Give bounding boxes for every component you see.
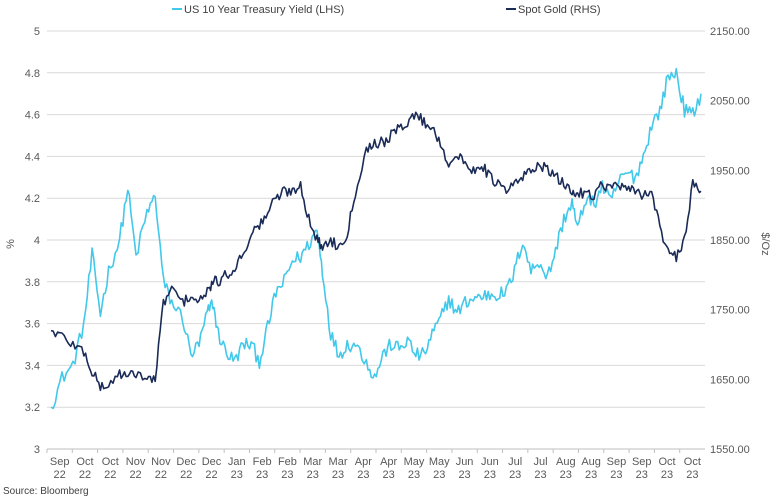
x-tick-year: 23 <box>458 469 470 481</box>
legend: US 10 Year Treasury Yield (LHS) Spot Gol… <box>172 4 601 16</box>
y-axis-right-title: $/Oz <box>759 232 770 255</box>
x-tick-year: 23 <box>585 469 597 481</box>
x-tick-year: 23 <box>484 469 496 481</box>
x-tick-year: 23 <box>231 469 243 481</box>
legend-label-gold: Spot Gold (RHS) <box>518 4 601 16</box>
y-right-tick-label: 2050.00 <box>710 96 750 108</box>
x-tick-year: 22 <box>54 469 66 481</box>
y-right-tick-label: 1950.00 <box>710 165 750 177</box>
x-tick-month: Feb <box>278 456 297 468</box>
y-axis-right: 1550.00 1650.00 1750.00 1850.00 1950.00 2050.… <box>710 26 750 456</box>
x-tick-month: Mar <box>303 456 322 468</box>
x-tick-month: Jun <box>456 456 474 468</box>
x-tick-year: 22 <box>104 469 116 481</box>
x-tick-month: Oct <box>684 456 701 468</box>
x-tick-month: Dec <box>202 456 222 468</box>
x-tick-year: 23 <box>357 469 369 481</box>
x-tick-year: 23 <box>509 469 521 481</box>
y-left-tick-label: 3 <box>34 444 40 456</box>
x-tick-year: 22 <box>79 469 91 481</box>
x-tick-month: Jan <box>228 456 246 468</box>
y-right-tick-label: 2150.00 <box>710 26 750 38</box>
x-tick-month: Aug <box>556 456 576 468</box>
y-axis-left: 3 3.2 3.4 3.6 3.8 4 4.2 4.4 4.6 4.8 5 <box>25 26 40 456</box>
x-tick-month: Oct <box>102 456 119 468</box>
x-tick-month: Apr <box>355 456 372 468</box>
y-left-tick-label: 3.8 <box>25 277 40 289</box>
y-right-tick-label: 1850.00 <box>710 235 750 247</box>
series-line-gold <box>50 111 702 392</box>
x-tick-year: 23 <box>636 469 648 481</box>
x-tick-month: Aug <box>581 456 601 468</box>
x-tick-month: May <box>404 456 425 468</box>
x-tick-year: 23 <box>332 469 344 481</box>
x-tick-month: Nov <box>151 456 171 468</box>
y-axis-left-title: % <box>5 239 17 249</box>
x-tick-month: Oct <box>76 456 93 468</box>
y-right-tick-label: 1750.00 <box>710 305 750 317</box>
x-tick-month: Dec <box>176 456 196 468</box>
x-tick-month: Nov <box>126 456 146 468</box>
x-tick-year: 23 <box>560 469 572 481</box>
x-tick-year: 23 <box>610 469 622 481</box>
series-line-yield <box>50 67 702 410</box>
x-tick-year: 23 <box>383 469 395 481</box>
series-layer <box>50 67 702 410</box>
x-tick-year: 22 <box>129 469 141 481</box>
y-left-tick-label: 3.6 <box>25 319 40 331</box>
x-tick-month: Jul <box>508 456 522 468</box>
x-tick-year: 23 <box>686 469 698 481</box>
x-tick-year: 23 <box>256 469 268 481</box>
y-left-tick-label: 5 <box>34 26 40 38</box>
x-tick-year: 23 <box>307 469 319 481</box>
y-left-tick-label: 3.4 <box>25 360 40 372</box>
x-tick-month: Jun <box>481 456 499 468</box>
x-tick-year: 23 <box>661 469 673 481</box>
x-tick-year: 23 <box>408 469 420 481</box>
y-left-tick-label: 4.8 <box>25 68 40 80</box>
y-left-tick-label: 3.2 <box>25 402 40 414</box>
legend-label-yield: US 10 Year Treasury Yield (LHS) <box>184 4 344 16</box>
x-tick-month: Oct <box>658 456 675 468</box>
x-tick-month: Sep <box>50 456 70 468</box>
x-tick-month: May <box>429 456 450 468</box>
x-tick-year: 22 <box>205 469 217 481</box>
x-tick-month: Sep <box>607 456 627 468</box>
y-left-tick-label: 4 <box>34 235 40 247</box>
y-left-tick-label: 4.6 <box>25 110 40 122</box>
x-tick-month: Jul <box>533 456 547 468</box>
x-tick-year: 22 <box>180 469 192 481</box>
x-tick-month: Sep <box>632 456 652 468</box>
x-tick-month: Feb <box>253 456 272 468</box>
y-left-tick-label: 4.4 <box>25 151 40 163</box>
x-tick-year: 23 <box>534 469 546 481</box>
y-left-tick-label: 4.2 <box>25 193 40 205</box>
y-right-tick-label: 1550.00 <box>710 444 750 456</box>
x-tick-year: 23 <box>281 469 293 481</box>
x-tick-year: 23 <box>433 469 445 481</box>
x-tick-month: Apr <box>380 456 397 468</box>
source-note: Source: Bloomberg <box>3 486 89 497</box>
y-right-tick-label: 1650.00 <box>710 374 750 386</box>
x-axis-ticks: Sep22Oct22Oct22Nov22Nov22Dec22Dec22Jan23… <box>46 449 701 481</box>
x-tick-month: Mar <box>329 456 348 468</box>
x-tick-year: 22 <box>155 469 167 481</box>
